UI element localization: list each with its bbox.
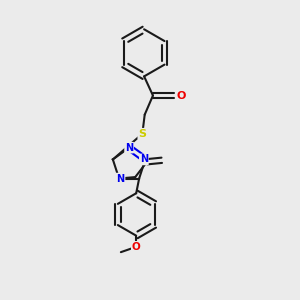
Text: N: N	[125, 142, 133, 153]
Text: N: N	[116, 173, 124, 184]
Text: N: N	[140, 154, 148, 164]
Text: O: O	[176, 91, 186, 100]
Text: O: O	[132, 242, 141, 252]
Text: S: S	[138, 129, 146, 139]
